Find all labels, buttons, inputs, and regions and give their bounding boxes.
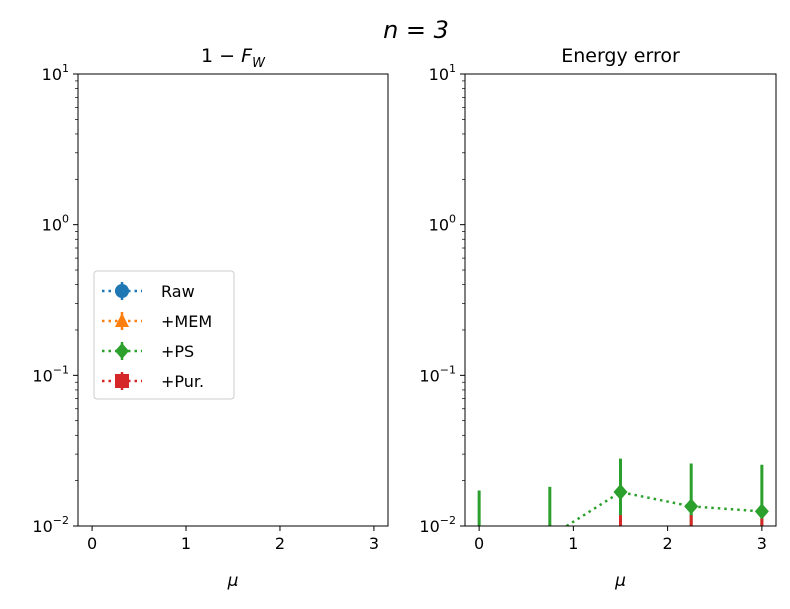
data-point [755,558,769,572]
right-axes-energy-error: Energy error μ 0 1 2 3 10−2 10−1 100 101 [419,45,777,591]
data-point [684,558,698,572]
legend-entry: +Pur. [102,372,204,391]
legend-marker [115,284,129,298]
data-point [613,484,628,501]
y-tick-label: 101 [429,62,456,84]
legend-entry: +MEM [102,312,212,331]
x-tick-label: 0 [474,534,484,553]
legend-entry: Raw [102,282,195,301]
figure-suptitle: n = 3 [383,16,449,44]
legend-label: Raw [161,282,195,301]
axes-frame [77,73,389,527]
x-axis-label: μ [614,571,626,591]
y-tick-label: 10−1 [419,363,456,385]
legend-marker [115,343,129,359]
y-tick-label: 101 [42,62,69,84]
x-tick-label: 0 [87,534,97,553]
legend-label: +PS [161,342,194,361]
x-tick-label: 2 [275,534,285,553]
y-tick-label: 10−2 [32,514,69,536]
y-tick-label: 100 [42,213,69,235]
axes-title: 1 − FW [201,45,266,71]
x-tick-label: 3 [369,534,379,553]
legend-label: +MEM [161,312,212,331]
x-tick-label: 1 [568,534,578,553]
y-tick-label: 10−1 [32,363,69,385]
legend-marker [115,374,129,388]
data-point [543,529,557,545]
x-tick-label: 2 [663,534,673,553]
data-point [684,498,699,515]
legend-marker [115,313,129,327]
legend-label: +Pur. [161,372,204,391]
series-ps [477,458,769,545]
legend: Raw +MEM +PS +Pur. [93,270,235,400]
axes-frame [464,73,777,527]
y-tick-label: 100 [429,213,456,235]
axes-title: Energy error [561,45,680,67]
legend-entry: +PS [102,342,194,361]
legend-box [93,270,235,400]
y-tick-label: 10−2 [419,514,456,536]
x-axis-label: μ [227,571,239,591]
x-tick-label: 3 [757,534,767,553]
x-tick-label: 1 [181,534,191,553]
series-pur [619,515,769,572]
data-point [754,503,769,520]
plot-area [477,458,769,572]
left-axes-1-minus-fw: 1 − FW μ 0 1 2 3 10−2 10−1 100 101 [32,45,389,591]
